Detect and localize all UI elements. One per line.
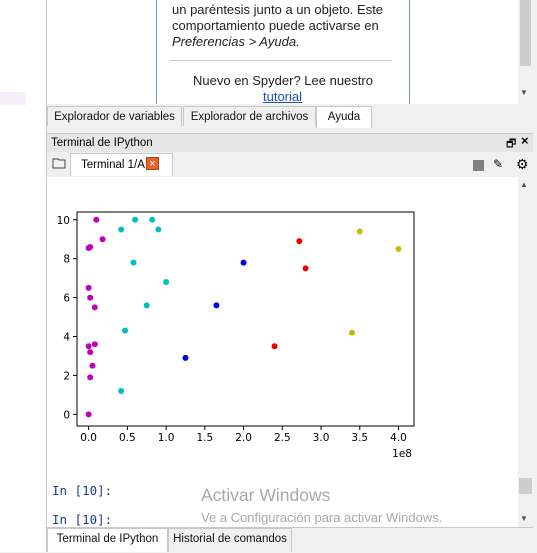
scatter-point [182, 354, 189, 361]
x-tick-label: 1.0 [158, 432, 175, 444]
y-tick-label: 2 [63, 370, 70, 382]
scatter-point [240, 259, 247, 266]
x-tick-label: 4.0 [390, 432, 407, 444]
scatter-point [93, 216, 100, 223]
help-text-line: Preferencias > Ayuda. [172, 34, 300, 49]
left-pane-selection [0, 92, 26, 105]
help-text-line: comportamiento puede activarse en [172, 18, 379, 33]
scatter-point [87, 294, 94, 301]
x-tick-label: 1.5 [196, 432, 213, 444]
y-tick-label: 6 [63, 293, 70, 305]
x-tick-label: 0.5 [119, 432, 136, 444]
x-axis-offset-label: 1e8 [392, 448, 412, 460]
console-prompt: In [10]: [52, 512, 113, 527]
tab-label: Terminal 1/A [81, 159, 145, 171]
x-tick-label: 0.0 [80, 432, 97, 444]
tab-file-explorer[interactable]: Explorador de archivos [183, 106, 316, 126]
x-tick-label: 3.0 [313, 432, 330, 444]
scatter-point [155, 226, 162, 233]
console-prompt: In [10]: [52, 483, 113, 498]
x-tick-label: 3.5 [351, 432, 368, 444]
scroll-down-icon[interactable]: ▼ [520, 514, 528, 523]
scatter-point [85, 284, 92, 291]
gear-icon[interactable]: ⚙ [516, 156, 529, 172]
stop-icon[interactable] [473, 160, 484, 171]
left-pane [0, 0, 46, 552]
pane-title-bar: Terminal de IPython [47, 133, 533, 153]
activate-windows-title: Activar Windows [201, 485, 331, 505]
x-tick-label: 2.5 [274, 432, 291, 444]
eraser-icon[interactable]: ✎ [493, 157, 504, 171]
scatter-point [213, 302, 220, 309]
scatter-point [130, 259, 137, 266]
scatter-point [85, 343, 92, 350]
y-tick-label: 10 [57, 215, 70, 227]
scatter-point [87, 349, 94, 356]
tab-variable-explorer[interactable]: Explorador de variables [47, 106, 182, 126]
scatter-point [302, 265, 309, 272]
help-text-line: un paréntesis junto a un objeto. Este [172, 2, 384, 17]
undock-icon[interactable]: 🗗 [506, 138, 517, 150]
scroll-up-icon[interactable]: ▲ [520, 180, 528, 189]
scatter-point [149, 216, 156, 223]
y-tick-label: 0 [63, 409, 70, 421]
activate-windows-subtitle: Ve a Configuración para activar Windows. [201, 510, 443, 525]
scatter-point [85, 411, 92, 418]
help-separator [170, 60, 392, 61]
help-text-line: Nuevo en Spyder? Lee nuestro [193, 73, 373, 88]
scatter-point [163, 279, 170, 286]
scatter-point [122, 327, 129, 334]
scatter-point [296, 238, 303, 245]
help-scrollbar-thumb[interactable] [520, 0, 531, 66]
scatter-point [87, 374, 94, 381]
scatter-point [356, 228, 363, 235]
scatter-point [395, 245, 402, 252]
scatter-point [132, 216, 139, 223]
help-content [156, 0, 410, 104]
scatter-point [349, 329, 356, 336]
browse-tabs-icon[interactable] [52, 157, 66, 172]
scatter-point [85, 244, 92, 251]
scatter-point [118, 387, 125, 394]
scatter-point [143, 302, 150, 309]
console-scrollbar-thumb[interactable] [519, 478, 532, 494]
pane-divider[interactable] [46, 0, 47, 552]
tutorial-link[interactable]: tutorial [263, 89, 303, 104]
scatter-point [271, 343, 278, 350]
close-tab-icon[interactable]: × [146, 157, 159, 170]
tab-history[interactable]: Historial de comandos [168, 528, 292, 552]
y-tick-label: 8 [63, 254, 70, 266]
pane-title: Terminal de IPython [51, 137, 153, 149]
y-tick-label: 4 [63, 332, 70, 344]
scatter-point [89, 362, 96, 369]
console-scrollbar[interactable] [518, 177, 533, 527]
scatter-point [99, 236, 106, 243]
scroll-down-icon[interactable]: ▼ [520, 88, 528, 97]
close-pane-icon[interactable]: × [521, 133, 529, 148]
tab-help[interactable]: Ayuda [316, 106, 372, 128]
scatter-point [91, 341, 98, 348]
scatter-point [118, 226, 125, 233]
scatter-point [91, 304, 98, 311]
scatter-chart: 0.0 0.5 1.0 1.5 2.0 2.5 3.0 3.5 4.0 0 2 4 6 8 10 1e8 [57, 211, 415, 460]
plot-frame [76, 211, 415, 427]
x-tick-label: 2.0 [235, 432, 252, 444]
tab-ipython-console[interactable]: Terminal de IPython [47, 528, 168, 552]
